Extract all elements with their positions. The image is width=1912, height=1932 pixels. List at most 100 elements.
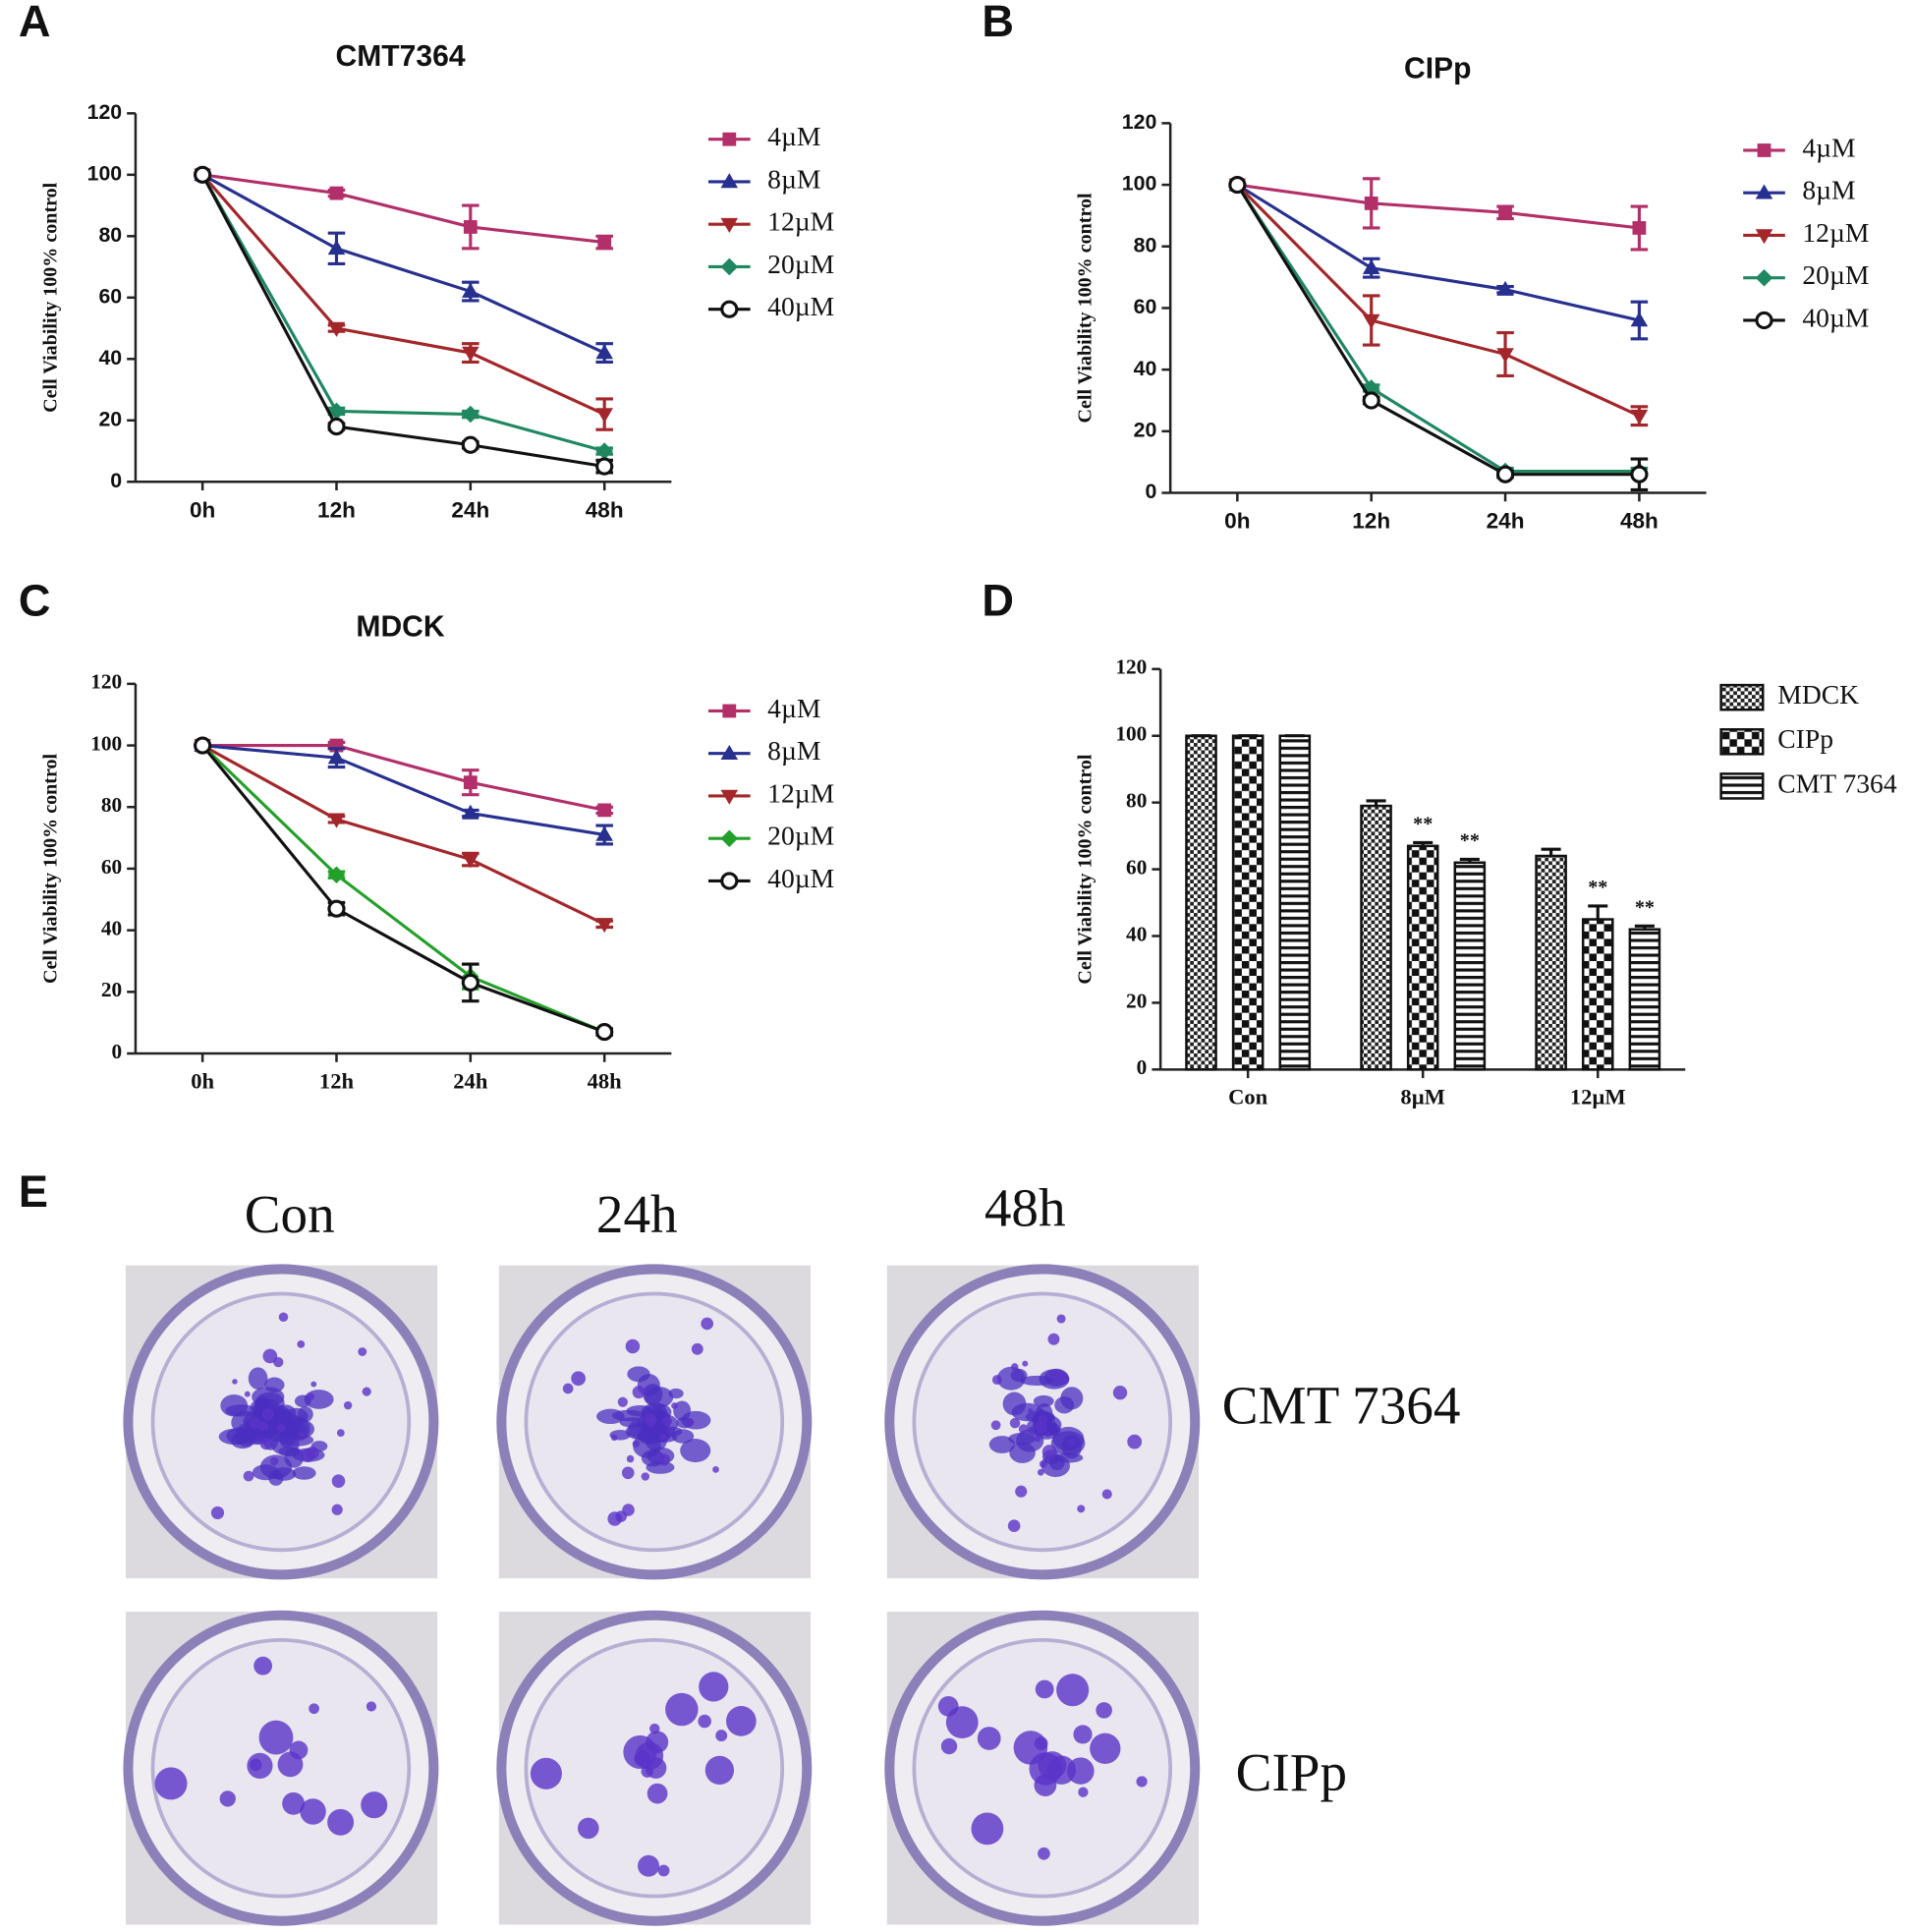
y-tick-label: 120 bbox=[1122, 110, 1157, 134]
y-tick-label: 20 bbox=[98, 407, 122, 430]
y-axis-label: Cell Viability 100% control bbox=[39, 753, 61, 983]
colony bbox=[298, 1431, 305, 1438]
legend-label: 40µM bbox=[1802, 302, 1869, 332]
colony bbox=[336, 1429, 345, 1438]
legend-label: 4µM bbox=[1802, 132, 1855, 162]
colony bbox=[297, 1406, 313, 1423]
y-tick-label: 100 bbox=[87, 161, 123, 185]
line bbox=[201, 173, 605, 355]
x-tick-label: 48h bbox=[586, 497, 624, 522]
colony bbox=[647, 1783, 668, 1804]
colony bbox=[1056, 1314, 1066, 1324]
colony bbox=[701, 1317, 714, 1331]
y-tick-label: 40 bbox=[101, 917, 122, 940]
x-tick-label: 12h bbox=[317, 497, 356, 522]
colony bbox=[361, 1791, 388, 1819]
point bbox=[329, 186, 344, 200]
colony bbox=[1068, 1438, 1076, 1447]
line bbox=[1236, 183, 1640, 322]
colony bbox=[1127, 1434, 1143, 1449]
y-tick-label: 0 bbox=[1146, 480, 1157, 503]
colony bbox=[277, 1751, 304, 1778]
point bbox=[1498, 205, 1512, 220]
point bbox=[1630, 312, 1649, 327]
colony bbox=[715, 1730, 728, 1742]
colony bbox=[698, 1714, 711, 1729]
colony bbox=[248, 1367, 268, 1390]
point bbox=[1362, 258, 1380, 274]
point bbox=[1362, 313, 1380, 329]
bar bbox=[1406, 844, 1439, 1071]
point bbox=[595, 408, 613, 424]
colony bbox=[644, 1412, 657, 1426]
legend-marker bbox=[720, 872, 739, 890]
point bbox=[463, 775, 478, 790]
colony bbox=[657, 1453, 671, 1466]
y-tick-label: 60 bbox=[1126, 855, 1147, 879]
point bbox=[1630, 409, 1649, 425]
colony bbox=[1011, 1363, 1019, 1371]
y-tick-label: 20 bbox=[1126, 989, 1147, 1012]
point bbox=[462, 282, 479, 298]
panel-letter: B bbox=[982, 0, 1014, 46]
colony bbox=[571, 1371, 587, 1387]
colony bbox=[704, 1755, 735, 1786]
colony bbox=[671, 1402, 678, 1409]
legend-label: 4µM bbox=[767, 121, 820, 151]
colony bbox=[262, 1348, 278, 1364]
colony bbox=[945, 1706, 979, 1739]
panel-letter: A bbox=[19, 0, 51, 46]
significance-label: ** bbox=[1460, 829, 1480, 851]
colony bbox=[1034, 1736, 1048, 1750]
legend-label: 12µM bbox=[1802, 217, 1869, 248]
column-label: 48h bbox=[984, 1178, 1066, 1238]
point bbox=[595, 918, 613, 934]
line bbox=[201, 744, 605, 1034]
y-tick-label: 40 bbox=[1126, 922, 1147, 945]
colony bbox=[623, 1734, 657, 1770]
panel-letter: D bbox=[982, 575, 1014, 625]
colony bbox=[331, 1504, 343, 1515]
colony bbox=[219, 1790, 236, 1807]
colony bbox=[1039, 1460, 1047, 1468]
colony bbox=[1096, 1702, 1112, 1719]
legend-label: 12µM bbox=[767, 777, 834, 808]
x-tick-label: 24h bbox=[1487, 509, 1525, 534]
y-axis-label: Cell Viability 100% control bbox=[39, 182, 61, 412]
chart-title: CMT7364 bbox=[335, 40, 465, 73]
line bbox=[200, 174, 605, 453]
colony bbox=[680, 1439, 711, 1463]
point bbox=[462, 346, 479, 362]
line bbox=[202, 743, 605, 812]
point bbox=[1630, 465, 1649, 483]
line bbox=[1236, 184, 1640, 477]
point bbox=[327, 417, 346, 436]
colony bbox=[154, 1767, 188, 1800]
colony bbox=[1015, 1485, 1028, 1498]
line bbox=[201, 744, 605, 837]
colony bbox=[610, 1434, 618, 1442]
point bbox=[1228, 175, 1247, 195]
y-tick-label: 60 bbox=[98, 284, 122, 308]
line bbox=[1236, 184, 1640, 474]
point bbox=[194, 165, 212, 184]
panel-letter: C bbox=[19, 575, 51, 625]
colony bbox=[220, 1394, 249, 1417]
colony bbox=[309, 1703, 319, 1715]
y-tick-label: 100 bbox=[1115, 722, 1147, 746]
y-tick-label: 20 bbox=[1134, 418, 1157, 441]
colony bbox=[1022, 1360, 1029, 1367]
colony bbox=[1041, 1445, 1057, 1459]
bar bbox=[1231, 734, 1265, 1071]
colony bbox=[284, 1447, 305, 1468]
x-tick-label: 8µM bbox=[1400, 1085, 1445, 1109]
point bbox=[327, 749, 346, 765]
colony bbox=[244, 1391, 251, 1397]
colony bbox=[621, 1466, 635, 1480]
colony bbox=[1037, 1468, 1044, 1476]
colony bbox=[253, 1656, 273, 1676]
legend-label: CMT 7364 bbox=[1777, 767, 1897, 798]
colony bbox=[278, 1312, 289, 1323]
colony bbox=[659, 1433, 666, 1441]
